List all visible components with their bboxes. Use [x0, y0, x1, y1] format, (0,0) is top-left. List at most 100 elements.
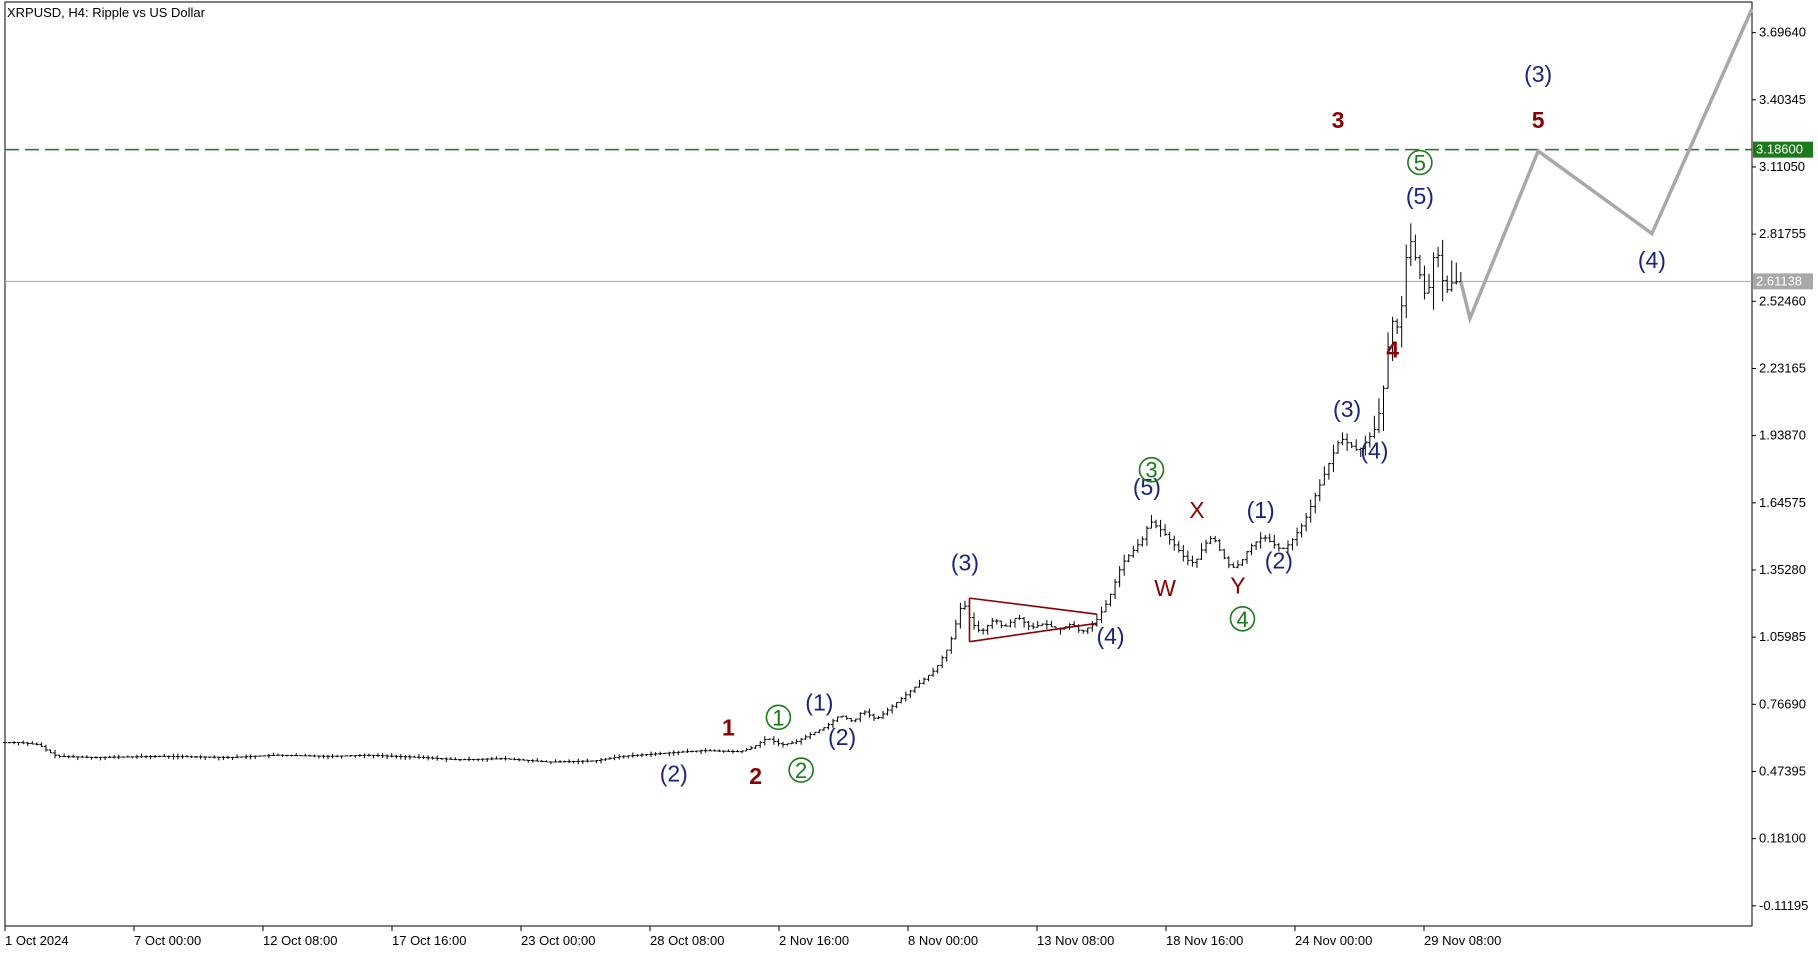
ohlc-bar [740, 750, 745, 754]
ohlc-bar [203, 756, 208, 761]
ohlc-bars [3, 223, 1463, 765]
ohlc-bar [708, 748, 713, 752]
ohlc-bar [489, 757, 494, 761]
ohlc-bar [626, 755, 631, 759]
ohlc-bar [239, 756, 244, 758]
ohlc-bar [999, 620, 1004, 629]
ohlc-bar [1358, 447, 1363, 458]
wave-label: 4 [1386, 336, 1399, 362]
ohlc-bar [862, 710, 867, 716]
ohlc-bar [316, 755, 321, 759]
ohlc-bar [476, 758, 481, 762]
ohlc-bar [398, 753, 403, 760]
ohlc-bar [1122, 554, 1127, 576]
wave-label: 5 [1532, 107, 1545, 133]
ohlc-bar [730, 749, 735, 754]
wave-label-circled: 1 [772, 705, 784, 730]
ohlc-bar [1267, 533, 1272, 543]
ohlc-bar [1181, 545, 1186, 562]
ohlc-bar [912, 686, 917, 693]
x-tick-label: 24 Nov 00:00 [1295, 933, 1372, 948]
ohlc-bar [621, 755, 626, 759]
ohlc-bar [721, 750, 726, 753]
ohlc-bar [1217, 539, 1222, 552]
ohlc-bar [1208, 535, 1213, 545]
ohlc-bar [1395, 318, 1400, 334]
ohlc-bar [435, 755, 440, 761]
ohlc-bar [412, 755, 417, 758]
ohlc-bar [426, 755, 431, 761]
ohlc-bar [335, 755, 340, 758]
ohlc-bar [262, 755, 267, 757]
ohlc-bar [235, 754, 240, 759]
wave-label: (2) [660, 761, 688, 787]
ohlc-bar [1131, 545, 1136, 558]
ohlc-bar [953, 619, 958, 640]
ohlc-bar [1276, 543, 1281, 552]
ohlc-bar [544, 760, 549, 763]
ohlc-bar [230, 756, 235, 760]
ohlc-bar [385, 754, 390, 760]
ohlc-bar [34, 742, 39, 746]
ohlc-bar [7, 742, 12, 744]
plot-frame [4, 1, 1753, 927]
ohlc-bar [380, 752, 385, 758]
ohlc-bar [826, 722, 831, 730]
wave-label: (1) [805, 689, 833, 715]
ohlc-bar [689, 750, 694, 753]
ohlc-bar [1390, 316, 1395, 361]
ohlc-bar [444, 757, 449, 763]
ohlc-bar [571, 760, 576, 764]
ohlc-bar [294, 753, 299, 757]
ohlc-bar [134, 754, 139, 759]
ohlc-bar [48, 749, 53, 754]
ohlc-bar [758, 741, 763, 748]
ohlc-bar [944, 649, 949, 662]
ohlc-bar [1386, 332, 1391, 389]
ohlc-bar [1204, 539, 1209, 554]
ohlc-bar [671, 750, 676, 756]
ohlc-bar [799, 738, 804, 745]
ohlc-bar [639, 753, 644, 757]
ohlc-bar [453, 757, 458, 761]
ohlc-bar [494, 756, 499, 760]
ohlc-bar [321, 754, 326, 759]
ohlc-bar [271, 752, 276, 757]
ohlc-bar [794, 739, 799, 745]
ohlc-bar [935, 664, 940, 674]
ohlc-bar [1426, 273, 1431, 294]
ohlc-bar [553, 759, 558, 763]
wave-label-circle [1138, 456, 1165, 483]
wave-label: (3) [1333, 396, 1361, 422]
ohlc-bar [703, 748, 708, 753]
ohlc-bar [244, 754, 249, 760]
ohlc-bar [1331, 444, 1336, 473]
x-axis: 1 Oct 2024 7 Oct 00:00 12 Oct 08:00 17 Oct … [4, 926, 1501, 948]
ohlc-bar [330, 754, 335, 759]
ohlc-bar [212, 755, 217, 759]
ohlc-bar [16, 742, 21, 746]
ohlc-bar [1090, 620, 1095, 632]
ohlc-bar [362, 753, 367, 759]
ohlc-bar [376, 753, 381, 758]
ohlc-bar [103, 756, 108, 761]
ohlc-bar [962, 600, 967, 610]
wave-label-circled: 2 [795, 758, 807, 783]
triangle-lower-line [969, 622, 1097, 643]
ohlc-bar [1449, 260, 1454, 292]
wave-label: (4) [1638, 247, 1666, 273]
ohlc-bar [840, 715, 845, 718]
ohlc-bar [1213, 535, 1218, 543]
wave-label: X [1189, 497, 1204, 523]
ohlc-bar [1035, 621, 1040, 628]
x-tick-label: 29 Nov 08:00 [1424, 933, 1501, 948]
triangle-pattern [968, 597, 1097, 643]
ohlc-bar [630, 752, 635, 758]
ohlc-bar [598, 757, 603, 764]
y-tick-label: 1.05985 [1759, 629, 1806, 644]
ohlc-bar [803, 734, 808, 740]
ohlc-bar [12, 741, 17, 745]
